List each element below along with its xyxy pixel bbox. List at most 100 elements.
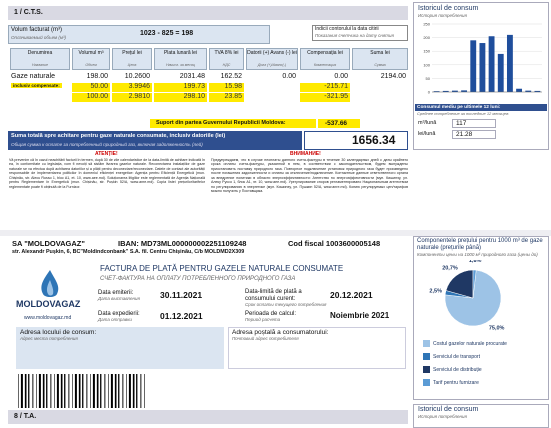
table-header-ru: Компенсация xyxy=(313,63,337,67)
notice-text-ru: Предупреждаем, что в случае неоплаты дан… xyxy=(211,158,408,194)
barcode-bar xyxy=(126,374,127,408)
postal-address-ru: Почтовый адрес потребителя xyxy=(232,336,299,341)
average-label: Consumul mediu pe ultimele 12 luni: xyxy=(417,105,501,110)
table-header: Compensația lei xyxy=(300,48,350,70)
barcode-bar xyxy=(54,374,55,408)
average-label-ru: Среднее потребление за последние 12 меся… xyxy=(417,111,510,116)
bar xyxy=(479,43,486,92)
volume-label: Volum facturat (m³) xyxy=(11,27,63,33)
average-value: 21.28 xyxy=(456,131,473,138)
average-bar xyxy=(415,104,547,111)
pie-label: 1,8% xyxy=(469,260,482,264)
row-cell: 2031.48 xyxy=(179,73,205,80)
table-header-ru: Объем xyxy=(85,63,97,67)
section-bar-2 xyxy=(8,410,408,424)
legend-label: Tarif pentru furnizare xyxy=(433,380,479,386)
support-value-bg xyxy=(318,119,360,128)
support-value: -537.66 xyxy=(325,120,348,127)
history-title-2: Istoricul de consum xyxy=(418,406,479,413)
consumption-address-ru: Адрес места потребления xyxy=(20,336,78,341)
barcode-bar xyxy=(132,374,135,408)
average-value: 117 xyxy=(456,120,467,127)
row-cell: 23.85 xyxy=(209,93,244,102)
notice-title-ru: ВНИМАНИЕ! xyxy=(290,151,321,157)
barcode-bar xyxy=(42,374,45,408)
bar xyxy=(534,90,541,92)
y-tick-label: 50 xyxy=(426,76,431,81)
y-tick-label: 150 xyxy=(423,49,430,54)
section-title-2: 8 / T.A. xyxy=(14,413,37,420)
table-header: Datorii (+) Avans (-) lei xyxy=(246,48,298,70)
logo-flame-inner xyxy=(46,280,54,296)
table-header-ru: Начисл. за месяц xyxy=(166,63,195,67)
barcode-bar xyxy=(122,374,124,408)
consumption-address-box xyxy=(16,327,224,369)
volume-label-ru: Оплачиваемый объем (м³) xyxy=(11,35,66,40)
bar xyxy=(470,40,477,92)
barcode-bar xyxy=(18,374,19,408)
barcode-bar xyxy=(20,374,23,408)
history-chart: 0 50 100 150 200 250 xyxy=(423,22,542,95)
sent-label: Data expedierii: xyxy=(98,311,140,317)
row-cell: 198.00 xyxy=(86,73,108,80)
y-tick-label: 0 xyxy=(428,90,431,95)
row-cell: 2.9810 xyxy=(112,93,152,102)
barcode-bar xyxy=(36,374,37,408)
barcode-bar xyxy=(56,374,59,408)
barcode-bar xyxy=(68,374,70,408)
bar xyxy=(488,36,495,92)
bar xyxy=(451,90,458,92)
barcode-bar xyxy=(28,374,30,408)
consumption-address: Adresa locului de consum: xyxy=(20,329,97,336)
notice-title: ATENȚIE! xyxy=(95,151,118,157)
table-header-ru: Цена xyxy=(127,63,137,67)
barcode-bar xyxy=(72,374,73,408)
barcode-bar xyxy=(24,374,27,408)
table-header: Suma lei xyxy=(352,48,408,70)
legend-label: Serviciul de transport xyxy=(433,354,481,360)
history-panel xyxy=(413,2,549,150)
bar xyxy=(516,88,523,92)
barcode-bar xyxy=(38,374,41,408)
section-bar xyxy=(8,6,408,20)
sent-date: 01.12.2021 xyxy=(160,311,203,321)
table-header-ru: Название xyxy=(32,63,48,67)
barcode-bar xyxy=(140,374,142,408)
row-cell: 162.52 xyxy=(220,73,242,80)
website: www.moldovagaz.md xyxy=(24,315,72,321)
table-header-ru: Сумма xyxy=(374,63,386,67)
legend-swatch xyxy=(423,340,430,347)
bar xyxy=(525,90,532,92)
history-subtitle: История потребления xyxy=(418,13,467,18)
table-header-ru: НДС xyxy=(222,63,231,67)
total-bar xyxy=(8,131,302,150)
logo-icon xyxy=(41,270,59,297)
row-cell: 3.9946 xyxy=(112,83,152,92)
period: Noiembrie 2021 xyxy=(330,311,390,320)
total-box xyxy=(304,131,408,150)
period-label-ru: Период расчета xyxy=(245,317,281,322)
y-tick-label: 250 xyxy=(423,22,430,27)
total-label-ru: Общая сумма к оплате за потребленный при… xyxy=(11,142,203,147)
invoice-title-ru: СЧЕТ-ФАКТУРА НА ОПЛАТУ ПОТРЕБЛЕННОГО ПРИ… xyxy=(100,276,296,282)
legend-label: Costul gazelor naturale procurate xyxy=(433,341,507,347)
average-box xyxy=(452,119,496,128)
row-name: Gaze naturale xyxy=(11,73,55,80)
postal-address-box xyxy=(228,327,406,369)
row-cell: 10.2600 xyxy=(124,73,150,80)
average-unit: lei/lună xyxy=(418,131,436,137)
support-bg xyxy=(150,119,316,128)
barcode-bar xyxy=(50,374,52,408)
barcode-bar xyxy=(100,374,102,408)
bar xyxy=(461,90,468,92)
barcode-bar xyxy=(74,374,77,408)
history-title: Istoricul de consum xyxy=(418,5,479,12)
barcode-bar xyxy=(60,374,63,408)
pie-slice xyxy=(472,269,477,299)
pie-label: 20,7% xyxy=(442,266,458,272)
support-label: Suport din partea Guvernului Republicii … xyxy=(156,120,286,126)
price-subtitle: Компоненты цены на 1000 м³ природного га… xyxy=(417,252,538,257)
barcode-bar xyxy=(128,374,131,408)
total-label: Suma totală spre achitare pentru gaze na… xyxy=(11,133,226,139)
barcode-bar xyxy=(136,374,138,408)
